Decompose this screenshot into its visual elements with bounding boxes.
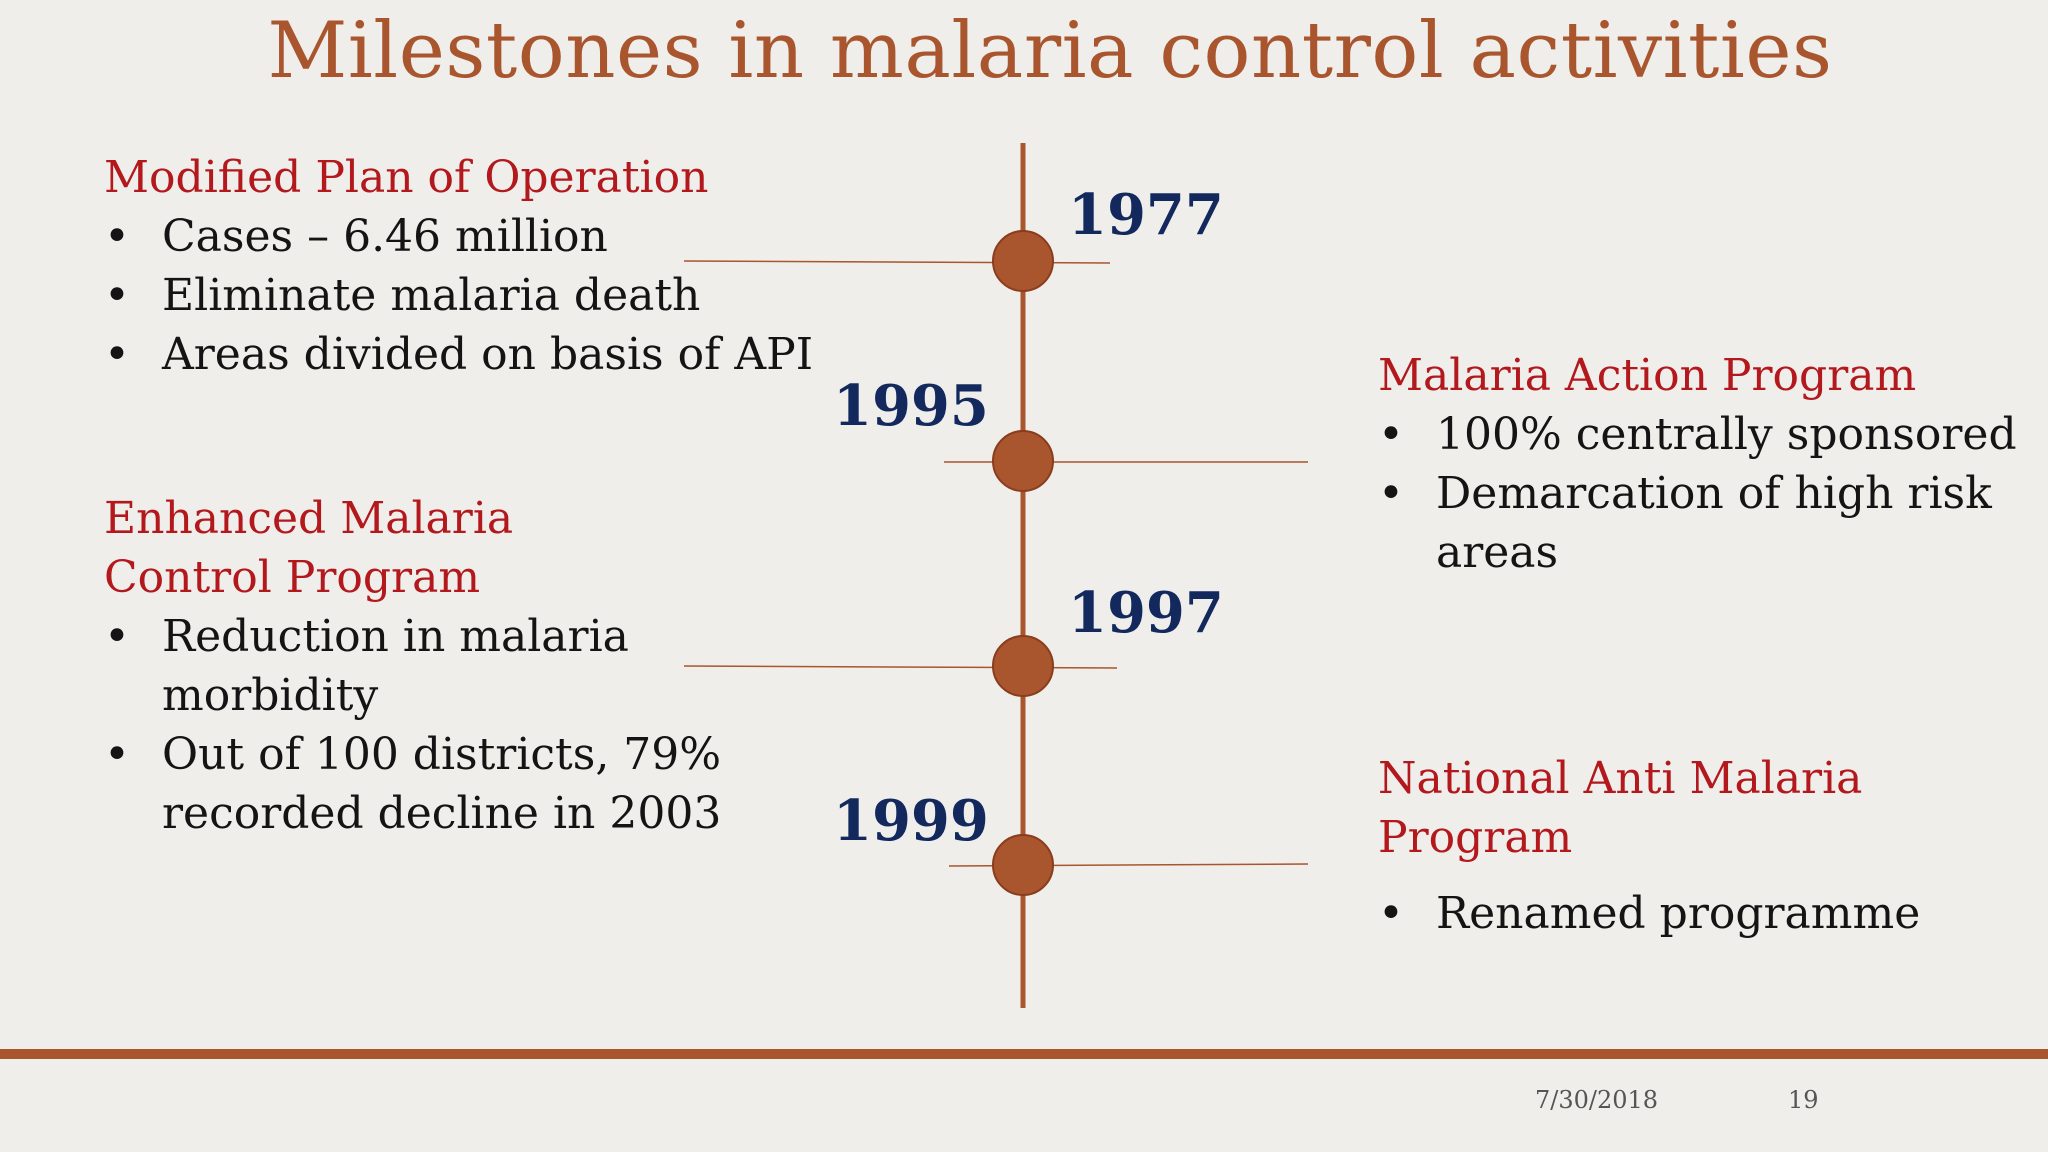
list-item: • 100% centrally sponsored: [1378, 409, 2017, 460]
action-program-heading: Malaria Action Program: [1378, 350, 1917, 401]
slide-number: 19: [1788, 1086, 1819, 1114]
list-item: • Cases – 6.46 million: [104, 211, 608, 262]
list-item: • Eliminate malaria death: [104, 270, 701, 321]
national-program-bullets: • Renamed programme: [1378, 884, 2018, 943]
modified-plan-heading: Modified Plan of Operation: [104, 152, 709, 203]
node-1977: [992, 230, 1054, 292]
modified-plan-block: Modified Plan of Operation • Cases – 6.46…: [104, 148, 824, 384]
year-1999: 1999: [833, 788, 989, 854]
enhanced-control-block: Enhanced Malaria Control Program • Reduct…: [104, 489, 724, 843]
year-1977: 1977: [1068, 182, 1224, 248]
list-item: • Demarcation of high risk areas: [1378, 468, 1992, 578]
national-program-heading: National Anti Malaria Program: [1378, 753, 1863, 863]
node-1999: [992, 834, 1054, 896]
footer-date: 7/30/2018: [1535, 1086, 1659, 1114]
list-item: • Out of 100 districts, 79% recorded decl…: [104, 729, 722, 839]
national-program-block: National Anti Malaria Program • Renamed p…: [1378, 749, 2018, 943]
node-1997: [992, 635, 1054, 697]
node-1995: [992, 430, 1054, 492]
list-item: • Reduction in malaria morbidity: [104, 611, 629, 721]
enhanced-control-bullets: • Reduction in malaria morbidity • Out of …: [104, 607, 724, 843]
year-1995: 1995: [833, 373, 989, 439]
enhanced-control-heading: Enhanced Malaria Control Program: [104, 493, 514, 603]
slide-title: Milestones in malaria control activities: [267, 6, 1833, 96]
list-item: • Renamed programme: [1378, 888, 1921, 939]
list-item: • Areas divided on basis of API: [104, 329, 814, 380]
action-program-bullets: • 100% centrally sponsored • Demarcation o…: [1378, 405, 2018, 582]
year-1997: 1997: [1068, 580, 1224, 646]
action-program-block: Malaria Action Program • 100% centrally s…: [1378, 346, 2018, 582]
footer-divider: [0, 1049, 2048, 1059]
modified-plan-bullets: • Cases – 6.46 million • Eliminate malaria…: [104, 207, 824, 384]
